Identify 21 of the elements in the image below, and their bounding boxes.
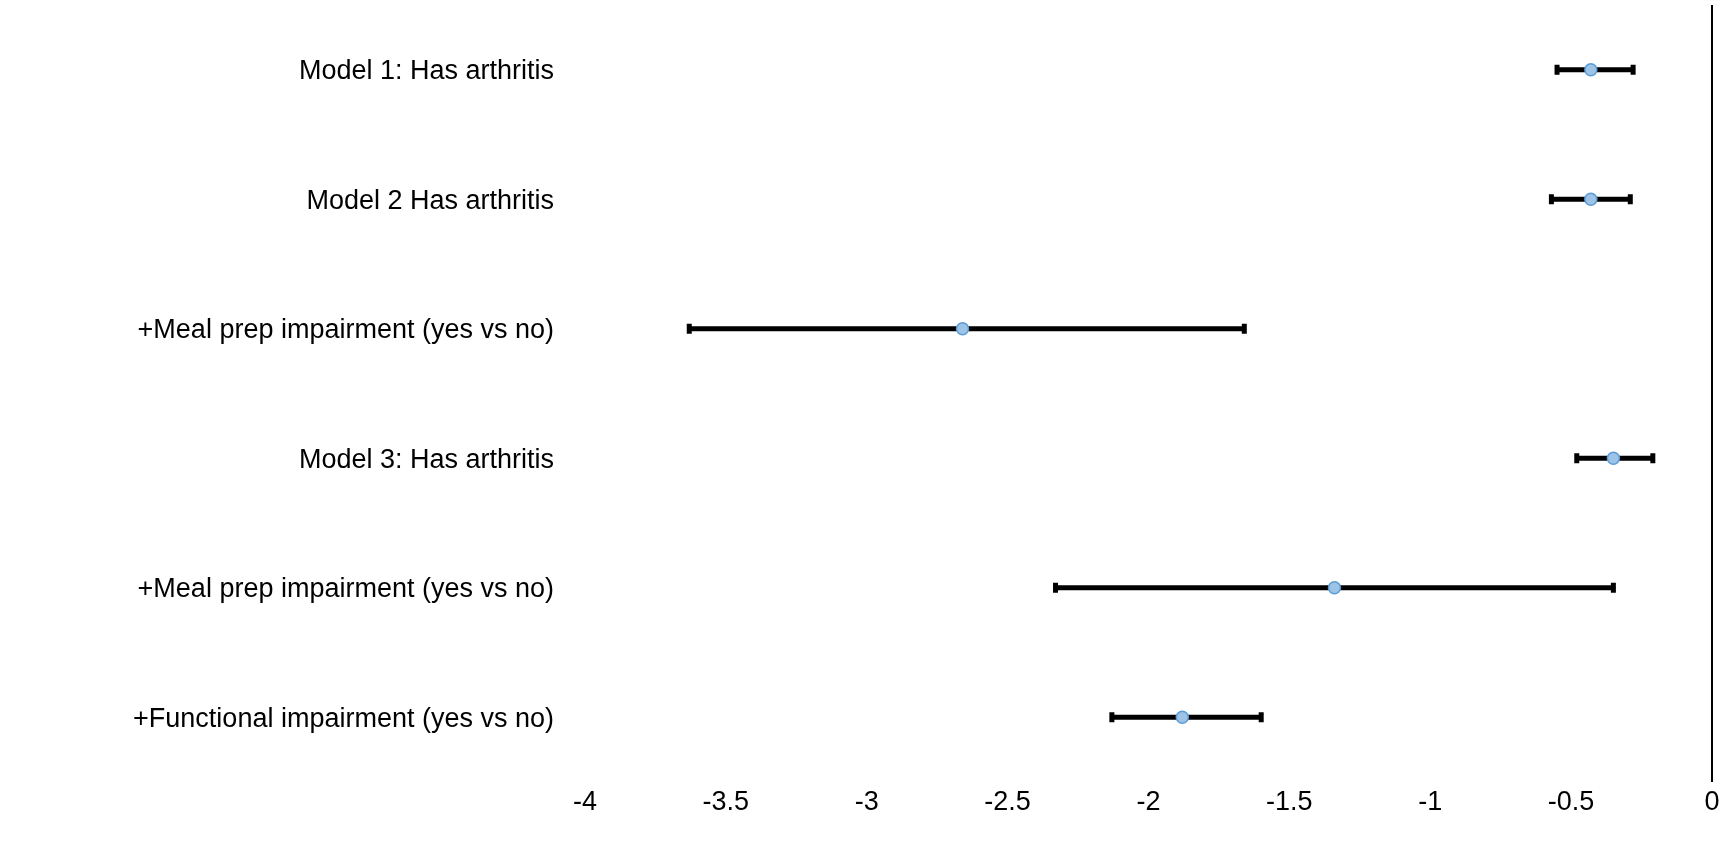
x-tick-label: -4: [572, 786, 598, 816]
x-tick-label: -3: [854, 786, 879, 816]
y-tick-label: +Meal prep impairment (yes vs no): [137, 314, 554, 345]
point: [955, 322, 970, 336]
x-tick-label: -1: [1418, 786, 1443, 816]
x-tick-label: 0: [1704, 786, 1720, 816]
x-tick-label: -0.5: [1547, 786, 1595, 816]
x-tick-label: -2.5: [984, 786, 1031, 816]
x-tick-label: -3.5: [702, 786, 750, 816]
y-tick-label: Model 2 Has arthritis: [306, 184, 554, 215]
y-tick-label: +Meal prep impairment (yes vs no): [137, 573, 554, 604]
point: [1606, 451, 1621, 465]
point: [1584, 63, 1598, 77]
y-tick-label: Model 1: Has arthritis: [298, 55, 554, 86]
point: [1327, 581, 1342, 595]
x-tick-label: -1.5: [1266, 786, 1313, 816]
y-tick-label: Model 3: Has arthritis: [298, 443, 554, 474]
point: [1175, 710, 1190, 724]
y-tick-label: +Functional impairment (yes vs no): [133, 702, 554, 733]
x-tick-label: -2: [1136, 786, 1161, 816]
point: [1584, 192, 1598, 206]
